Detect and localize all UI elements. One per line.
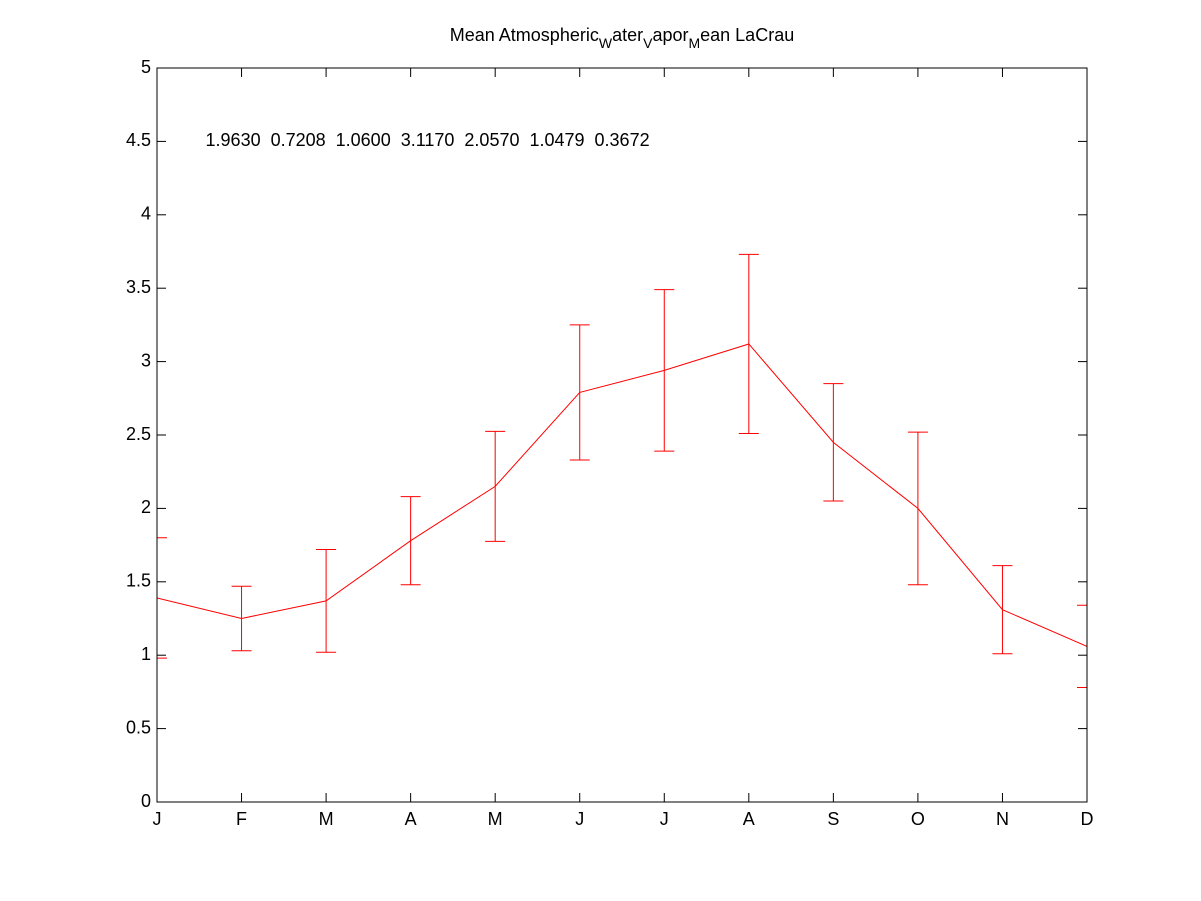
error-bar-shape [992,565,1013,655]
error-bar-shape [316,549,337,653]
x-tick-label: D [1081,809,1094,829]
x-tick-label: A [405,809,417,829]
x-tick-label: M [488,809,503,829]
x-tick-label: M [319,809,334,829]
error-bar [400,496,421,586]
error-bar-shape [400,496,421,586]
error-bar [823,383,844,502]
error-bar [485,430,506,542]
data-line [157,343,1087,647]
error-bar-shape [738,253,759,435]
error-bar [992,565,1013,655]
error-bar [1077,604,1087,688]
error-bar [316,549,337,653]
plot-area [157,253,1087,688]
title-subscript: W [599,35,613,51]
error-bar-shape [654,289,675,452]
title-part: Mean Atmospheric [450,25,599,45]
title-subscript: V [643,35,653,51]
x-tick-label: J [575,809,584,829]
title-part: ean LaCrau [700,25,794,45]
x-tick-label: S [827,809,839,829]
y-tick-label: 3.5 [126,277,151,297]
annotation: 1.9630 0.7208 1.0600 3.1170 2.0570 1.047… [206,130,650,150]
error-bar-shape [569,324,590,461]
title-part: ater [612,25,643,45]
x-tick-label: N [996,809,1009,829]
y-tick-label: 4.5 [126,130,151,150]
x-tick-label: O [911,809,925,829]
error-bar [231,585,252,652]
y-tick-label: 1.5 [126,571,151,591]
title-subscript: M [688,35,700,51]
y-tick-label: 1 [141,644,151,664]
chart-title: Mean AtmosphericWaterVaporMean LaCrau [450,25,794,51]
x-tick-label: F [236,809,247,829]
error-bar-shape [907,431,928,586]
error-bar [157,537,167,659]
y-tick-label: 0 [141,791,151,811]
y-tick-label: 2 [141,497,151,517]
x-tick-label: J [660,809,669,829]
error-bar-shape [823,383,844,502]
x-tick-label: J [153,809,162,829]
y-tick-label: 4 [141,204,151,224]
error-bar-shape [157,537,167,659]
error-bar-shape [231,585,252,652]
error-bar [907,431,928,586]
error-bar [569,324,590,461]
error-bar [738,253,759,435]
error-bar [654,289,675,452]
y-tick-label: 5 [141,57,151,77]
y-tick-label: 3 [141,350,151,370]
y-tick-label: 2.5 [126,424,151,444]
y-tick-label: 0.5 [126,717,151,737]
x-tick-label: A [743,809,755,829]
title-part: apor [652,25,688,45]
error-bar-shape [485,430,506,542]
error-bar-shape [1077,604,1087,688]
